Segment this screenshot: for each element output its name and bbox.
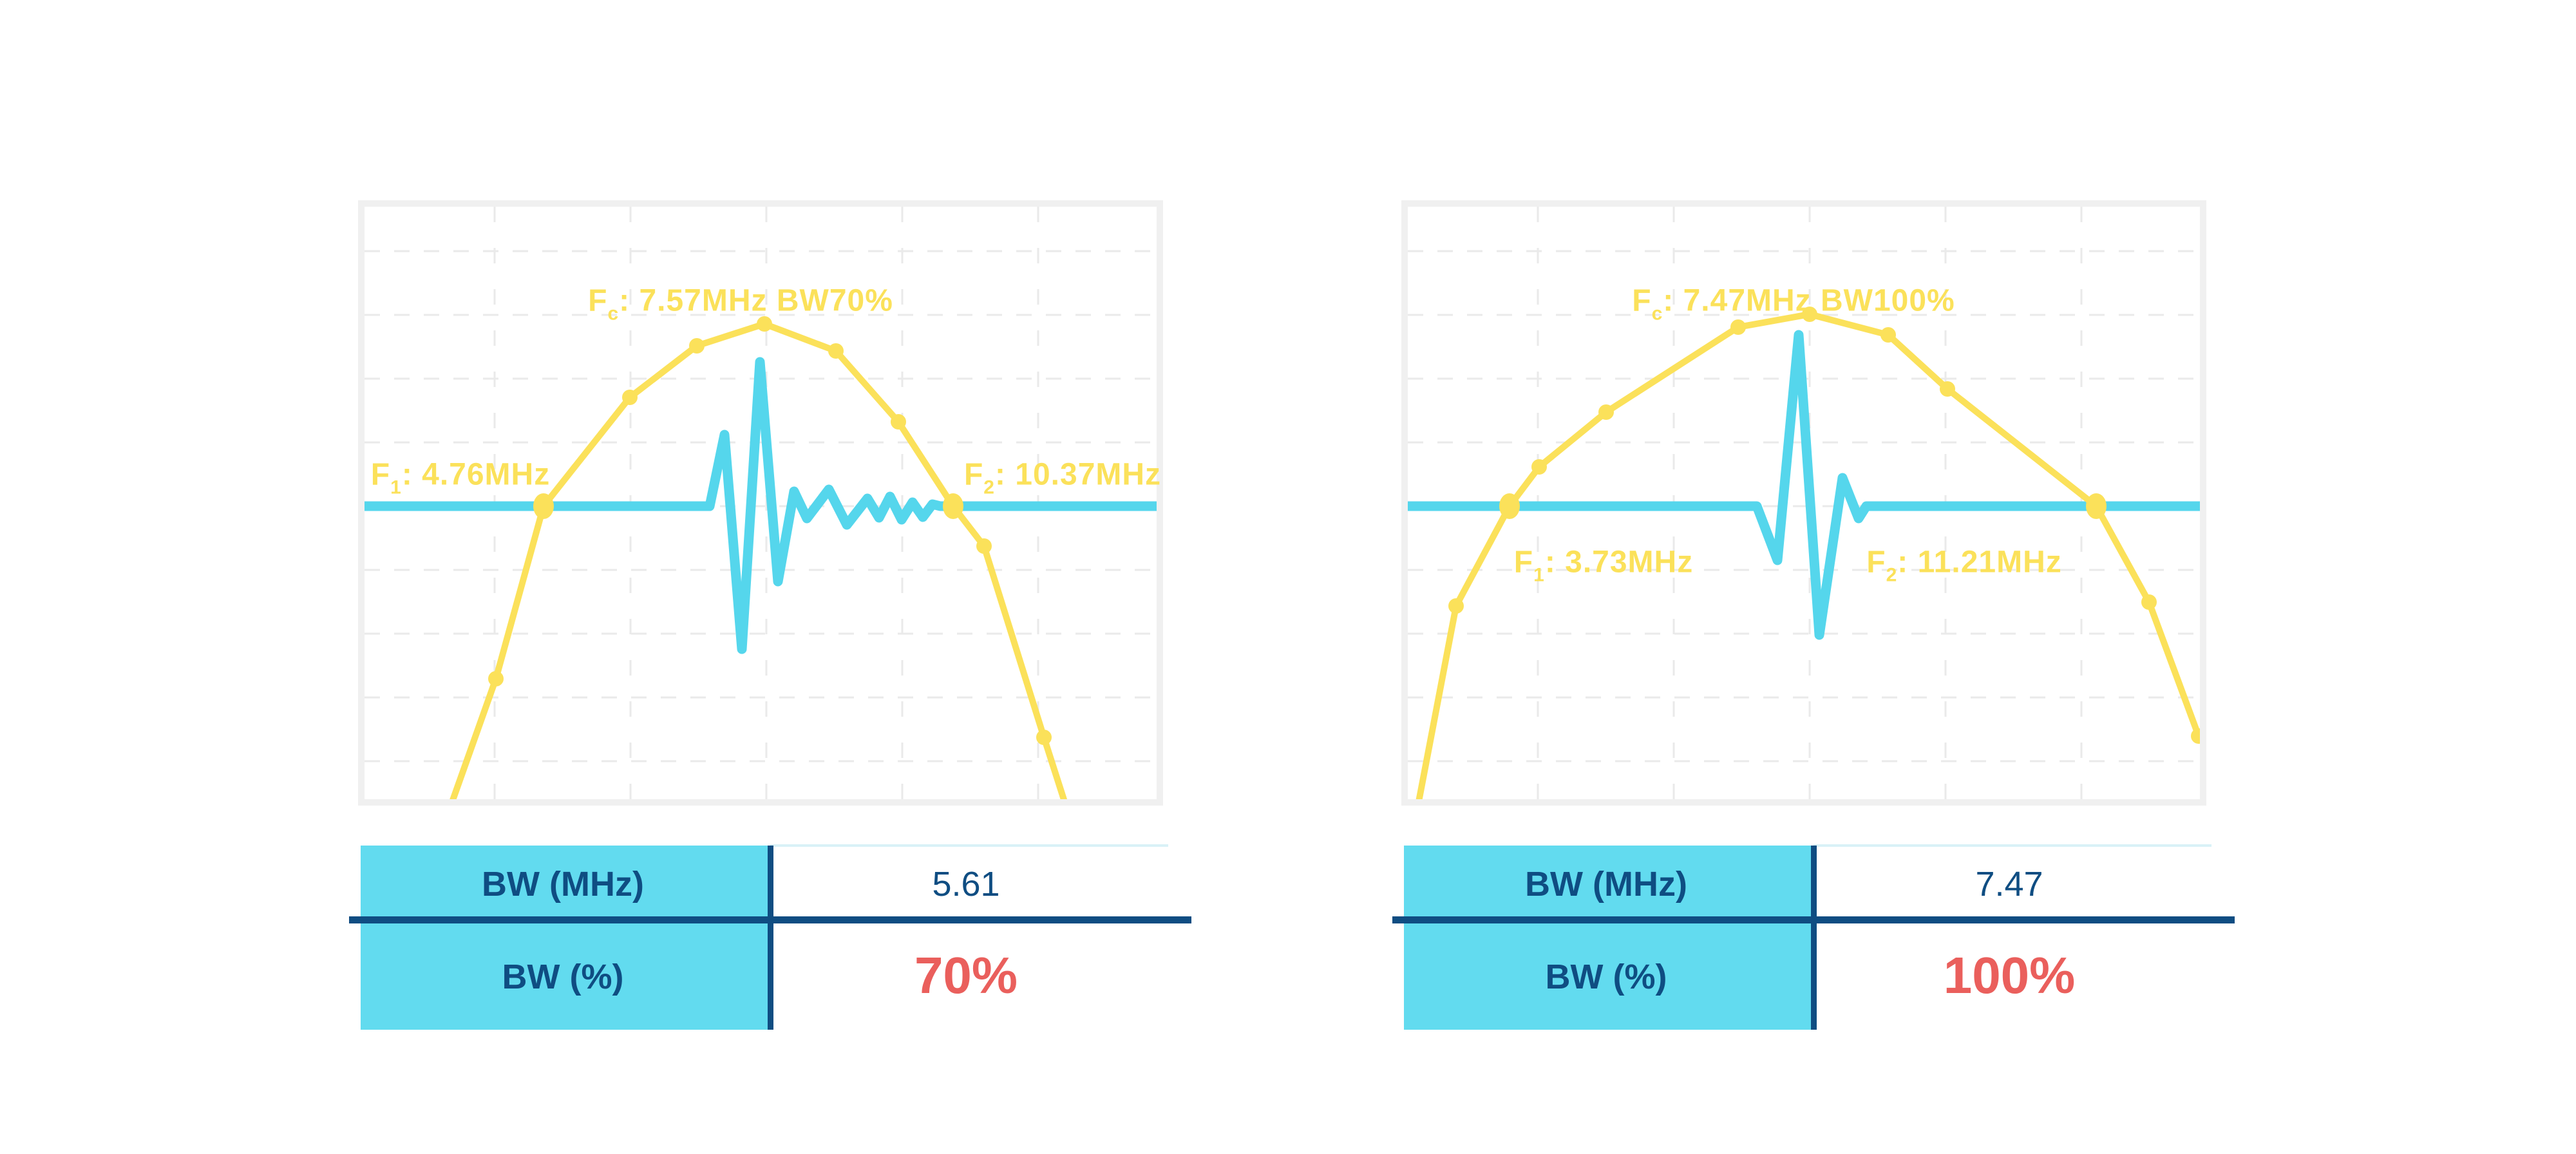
table-header-column [361, 846, 768, 1030]
fc-label-sub: c [607, 303, 620, 325]
table-column-divider [1811, 846, 1817, 1030]
fc-label-rest: : 7.47MHz BW100% [1663, 283, 1955, 318]
bandwidth-table-left: BW (MHz) 5.61 BW (%) 70% [349, 844, 1191, 1032]
bw-mhz-value: 5.61 [932, 865, 1000, 903]
chart-canvas [1408, 207, 2200, 799]
table-header-column [1404, 846, 1811, 1030]
chart-canvas [365, 207, 1157, 799]
fc-label-rest: : 7.57MHz BW70% [619, 283, 893, 318]
bw-pct-label: BW (%) [1545, 958, 1667, 996]
f1-label-rest: : 4.76MHz [401, 457, 551, 492]
f1-annotation: F1: 3.73MHz [1514, 545, 1693, 587]
bw-pct-value: 100% [1943, 947, 2076, 1004]
f1-label-rest: : 3.73MHz [1544, 545, 1694, 580]
f1-annotation: F1: 4.76MHz [371, 457, 550, 499]
fc-label-sub: c [1651, 303, 1663, 325]
spectrum-chart-right: Fc: 7.47MHz BW100% F1: 3.73MHz F2: 11.21… [1401, 200, 2206, 806]
f1-label-prefix: F [1513, 545, 1534, 580]
fc-label-prefix: F [1632, 283, 1652, 318]
f2-label-rest: : 11.21MHz [1897, 545, 2062, 580]
f2-annotation: F2: 11.21MHz [1866, 545, 2061, 587]
fc-label-prefix: F [588, 283, 608, 318]
f1-label-sub: 1 [390, 477, 402, 498]
f2-label-rest: : 10.37MHz [994, 457, 1162, 492]
bw-mhz-value: 7.47 [1975, 865, 2043, 903]
f1-label-sub: 1 [1533, 564, 1545, 586]
spectrum-chart-left: Fc: 7.57MHz BW70% F1: 4.76MHz F2: 10.37M… [358, 200, 1163, 806]
bw-pct-label: BW (%) [502, 958, 624, 996]
f2-label-prefix: F [1866, 545, 1886, 580]
table-column-divider [768, 846, 773, 1030]
f2-label-sub: 2 [1886, 564, 1898, 586]
fc-annotation: Fc: 7.47MHz BW100% [1632, 283, 1955, 325]
bw-mhz-label: BW (MHz) [482, 865, 644, 903]
bandwidth-table-right: BW (MHz) 7.47 BW (%) 100% [1392, 844, 2235, 1032]
bw-pct-value: 70% [914, 947, 1018, 1004]
fc-annotation: Fc: 7.57MHz BW70% [588, 283, 893, 325]
f1-label-prefix: F [370, 457, 391, 492]
table-top-rule [770, 844, 1168, 847]
table-row-divider [349, 916, 1191, 923]
bw-mhz-label: BW (MHz) [1525, 865, 1687, 903]
table-row-divider [1392, 916, 2235, 923]
f2-annotation: F2: 10.37MHz [964, 457, 1161, 499]
table-top-rule [1814, 844, 2211, 847]
f2-label-sub: 2 [983, 477, 995, 498]
f2-label-prefix: F [963, 457, 984, 492]
